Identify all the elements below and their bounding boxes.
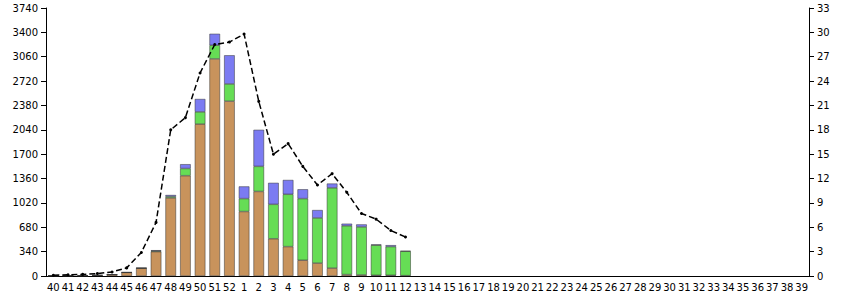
svg-text:8: 8 <box>344 282 350 293</box>
svg-text:1360: 1360 <box>13 173 38 184</box>
svg-text:43: 43 <box>91 282 104 293</box>
svg-text:48: 48 <box>164 282 177 293</box>
svg-text:0: 0 <box>32 271 38 282</box>
svg-text:680: 680 <box>19 222 38 233</box>
svg-text:47: 47 <box>150 282 163 293</box>
svg-text:35: 35 <box>737 282 750 293</box>
svg-text:32: 32 <box>693 282 706 293</box>
svg-text:4: 4 <box>285 282 291 293</box>
svg-text:2380: 2380 <box>13 100 38 111</box>
svg-text:25: 25 <box>590 282 603 293</box>
svg-text:33: 33 <box>707 282 720 293</box>
svg-text:51: 51 <box>208 282 221 293</box>
svg-text:10: 10 <box>370 282 383 293</box>
svg-text:0: 0 <box>817 271 823 282</box>
svg-text:27: 27 <box>619 282 632 293</box>
svg-text:30: 30 <box>663 282 676 293</box>
svg-text:340: 340 <box>19 246 38 257</box>
svg-text:28: 28 <box>634 282 647 293</box>
svg-text:24: 24 <box>575 282 588 293</box>
svg-text:15: 15 <box>817 149 830 160</box>
svg-text:23: 23 <box>561 282 574 293</box>
svg-text:2040: 2040 <box>13 124 38 135</box>
svg-text:20: 20 <box>517 282 530 293</box>
svg-text:7: 7 <box>329 282 335 293</box>
svg-text:34: 34 <box>722 282 735 293</box>
svg-text:24: 24 <box>817 76 830 87</box>
svg-text:38: 38 <box>781 282 794 293</box>
svg-text:2: 2 <box>256 282 262 293</box>
svg-text:50: 50 <box>194 282 207 293</box>
svg-text:18: 18 <box>817 124 830 135</box>
svg-text:36: 36 <box>751 282 764 293</box>
svg-text:29: 29 <box>649 282 662 293</box>
svg-text:40: 40 <box>47 282 60 293</box>
svg-text:30: 30 <box>817 27 830 38</box>
svg-text:5: 5 <box>300 282 306 293</box>
svg-text:27: 27 <box>817 51 830 62</box>
svg-text:1700: 1700 <box>13 149 38 160</box>
svg-text:31: 31 <box>678 282 691 293</box>
svg-text:44: 44 <box>106 282 119 293</box>
svg-text:2720: 2720 <box>13 76 38 87</box>
svg-text:26: 26 <box>605 282 618 293</box>
svg-text:45: 45 <box>120 282 133 293</box>
svg-text:37: 37 <box>766 282 779 293</box>
svg-text:3: 3 <box>817 246 823 257</box>
svg-text:18: 18 <box>487 282 500 293</box>
svg-text:17: 17 <box>472 282 485 293</box>
svg-text:16: 16 <box>458 282 471 293</box>
svg-text:52: 52 <box>223 282 236 293</box>
svg-text:9: 9 <box>358 282 364 293</box>
svg-text:3: 3 <box>270 282 276 293</box>
svg-text:14: 14 <box>428 282 441 293</box>
svg-text:21: 21 <box>531 282 544 293</box>
svg-text:6: 6 <box>314 282 320 293</box>
svg-text:49: 49 <box>179 282 192 293</box>
svg-text:33: 33 <box>817 3 830 14</box>
svg-text:12: 12 <box>817 173 830 184</box>
svg-text:12: 12 <box>399 282 412 293</box>
svg-text:39: 39 <box>795 282 808 293</box>
svg-text:6: 6 <box>817 222 823 233</box>
svg-text:11: 11 <box>384 282 397 293</box>
svg-text:1020: 1020 <box>13 197 38 208</box>
svg-text:22: 22 <box>546 282 559 293</box>
svg-text:3400: 3400 <box>13 27 38 38</box>
svg-text:1: 1 <box>241 282 247 293</box>
svg-text:19: 19 <box>502 282 515 293</box>
svg-text:13: 13 <box>414 282 427 293</box>
svg-text:21: 21 <box>817 100 830 111</box>
svg-text:41: 41 <box>62 282 75 293</box>
svg-text:15: 15 <box>443 282 456 293</box>
svg-text:9: 9 <box>817 197 823 208</box>
svg-text:42: 42 <box>76 282 89 293</box>
svg-text:3060: 3060 <box>13 51 38 62</box>
svg-text:46: 46 <box>135 282 148 293</box>
svg-text:3740: 3740 <box>13 3 38 14</box>
